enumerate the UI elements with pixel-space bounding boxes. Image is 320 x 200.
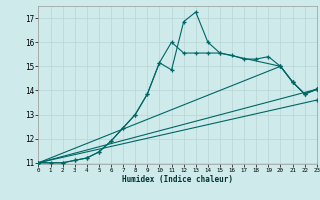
X-axis label: Humidex (Indice chaleur): Humidex (Indice chaleur)	[122, 175, 233, 184]
